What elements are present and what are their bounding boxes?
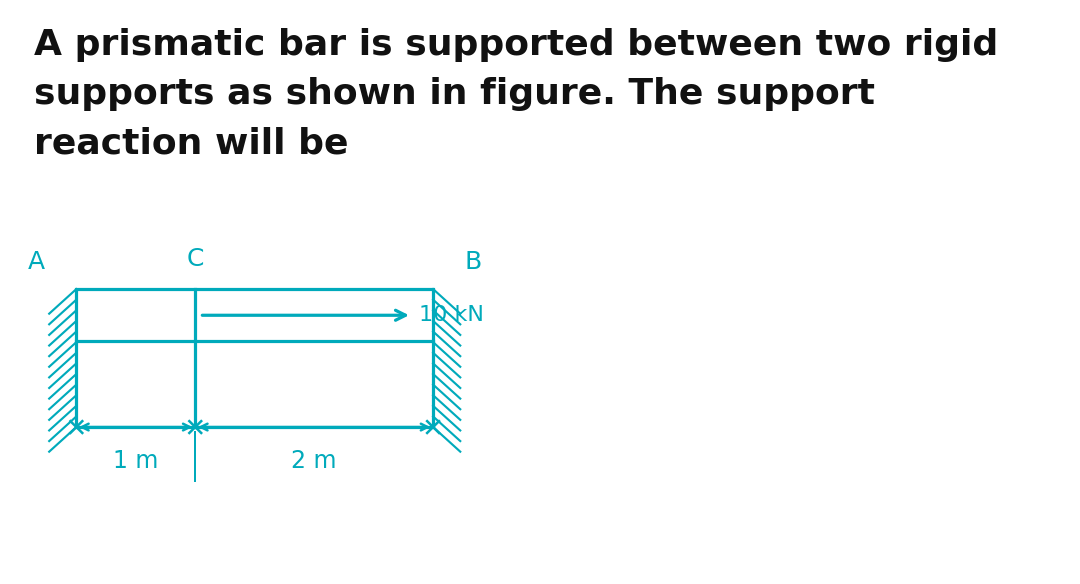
Text: A prismatic bar is supported between two rigid: A prismatic bar is supported between two… xyxy=(33,28,998,62)
Text: reaction will be: reaction will be xyxy=(33,126,349,161)
Text: 10 kN: 10 kN xyxy=(419,305,484,325)
Text: 1 m: 1 m xyxy=(113,449,159,472)
Text: B: B xyxy=(464,251,482,274)
Text: 2 m: 2 m xyxy=(292,449,337,472)
Text: supports as shown in figure. The support: supports as shown in figure. The support xyxy=(33,77,875,111)
Text: C: C xyxy=(187,247,204,272)
Text: A: A xyxy=(28,251,45,274)
